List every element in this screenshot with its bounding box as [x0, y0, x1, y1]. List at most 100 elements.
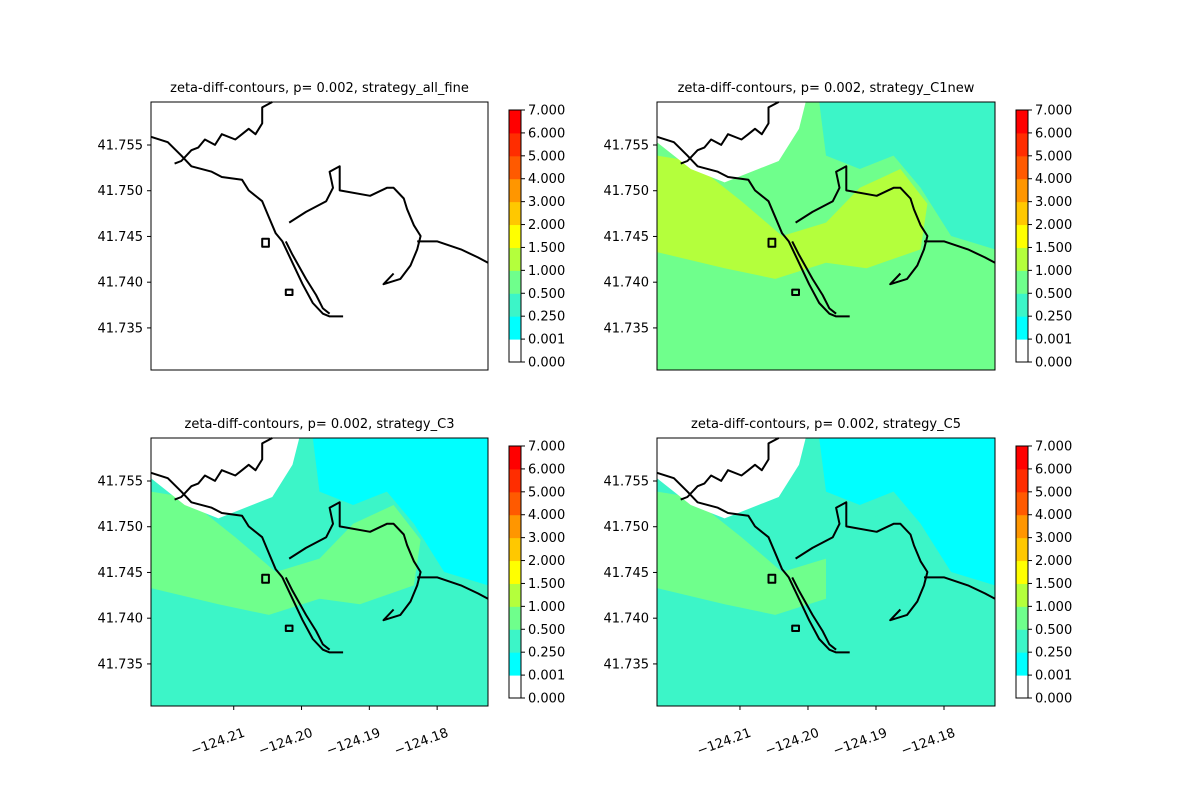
- field-channel: [319, 505, 421, 605]
- colorbar-tick-label: 7.000: [528, 440, 565, 455]
- colorbar-segment: [1016, 468, 1028, 493]
- colorbar-tick-label: 0.250: [1035, 310, 1072, 325]
- colorbar-segment: [1016, 270, 1028, 294]
- x-tick-label: −124.21: [189, 726, 247, 759]
- colorbar-tick-label: 0.250: [528, 646, 565, 661]
- colorbar-tick-label: 3.000: [528, 195, 565, 210]
- field-bay: [819, 438, 995, 586]
- coastline-east: [417, 240, 489, 264]
- colorbar-tick-label: 0.001: [1035, 333, 1072, 348]
- coastline-north: [174, 437, 273, 501]
- colorbar-tick-label: 6.000: [1035, 462, 1072, 477]
- y-tick-label: 41.745: [98, 230, 144, 245]
- colorbar-tick-label: 1.500: [1035, 241, 1072, 256]
- y-tick-label: 41.745: [98, 566, 144, 581]
- y-tick-label: 41.750: [98, 520, 144, 535]
- north-jetty: [288, 165, 422, 286]
- field-nearshore: [657, 491, 826, 615]
- y-tick-label: 41.740: [98, 276, 144, 291]
- y-tick-label: 41.740: [98, 612, 144, 627]
- colorbar-segment: [1016, 132, 1028, 157]
- colorbar: 0.000 0.001 0.250 0.500 1.000 1.500 2.000 3.000…: [508, 440, 565, 707]
- colorbar-tick-label: 6.000: [1035, 126, 1072, 141]
- colorbar: 0.000 0.001 0.250 0.500 1.000 1.500 2.000 3.000…: [1015, 440, 1072, 707]
- y-tick-label: 41.755: [604, 474, 650, 489]
- colorbar-tick-label: 0.000: [528, 692, 565, 707]
- y-tick-label: 41.750: [98, 184, 144, 199]
- field-bay: [312, 102, 488, 250]
- island: [767, 237, 777, 248]
- colorbar-tick-label: 0.000: [1035, 692, 1072, 707]
- colorbar-tick-label: 7.000: [1035, 440, 1072, 455]
- south-jetty: [284, 240, 331, 315]
- colorbar-tick-label: 7.000: [1035, 104, 1072, 119]
- field-channel: [826, 505, 928, 605]
- colorbar-segment: [1016, 316, 1028, 340]
- coastline-north: [174, 101, 273, 165]
- colorbar-segment: [509, 652, 521, 676]
- colorbar-segment: [509, 270, 521, 294]
- north-jetty: [795, 165, 929, 286]
- colorbar-tick-label: 1.000: [528, 264, 565, 279]
- field-channel: [319, 169, 421, 269]
- colorbar-segment: [1016, 606, 1028, 630]
- colorbar-tick-label: 2.000: [528, 218, 565, 233]
- colorbar-segment: [1016, 675, 1028, 699]
- colorbar-tick-label: 4.000: [1035, 508, 1072, 523]
- colorbar-segment: [1016, 224, 1028, 248]
- x-tick-label: −124.18: [392, 726, 450, 759]
- coastline: [150, 135, 344, 318]
- colorbar-tick-label: 1.000: [1035, 600, 1072, 615]
- islet: [284, 288, 294, 296]
- coastline: [150, 471, 344, 654]
- colorbar-tick-label: 4.000: [528, 172, 565, 187]
- panel-title: zeta-diff-contours, p= 0.002, strategy_C…: [691, 417, 961, 432]
- x-tick-label: −124.20: [257, 726, 315, 759]
- colorbar-segment: [509, 178, 521, 203]
- colorbar: 0.000 0.001 0.250 0.500 1.000 1.500 2.000 3.000…: [1015, 104, 1072, 371]
- colorbar-tick-label: 2.000: [1035, 554, 1072, 569]
- coastline-north: [680, 101, 780, 165]
- colorbar-segment: [1016, 583, 1028, 607]
- colorbar-tick-label: 1.000: [1035, 264, 1072, 279]
- y-tick-label: 41.740: [604, 276, 650, 291]
- colorbar-segment: [509, 110, 521, 134]
- colorbar-tick-label: 6.000: [528, 462, 565, 477]
- colorbar-segment: [509, 316, 521, 340]
- colorbar-tick-label: 0.001: [1035, 669, 1072, 684]
- y-tick-label: 41.735: [604, 321, 650, 336]
- colorbar-segment: [1016, 446, 1028, 470]
- coastline: [656, 471, 850, 654]
- colorbar-frame: [508, 109, 522, 363]
- colorbar-tick-label: 0.250: [1035, 646, 1072, 661]
- colorbar-segment: [1016, 560, 1028, 584]
- colorbar-tick-label: 3.000: [1035, 195, 1072, 210]
- field-bay: [819, 102, 995, 250]
- coastline-east: [417, 576, 489, 600]
- colorbar-segment: [1016, 652, 1028, 676]
- colorbar-tick-label: 0.001: [528, 669, 565, 684]
- coastline-east: [924, 240, 996, 264]
- islet: [791, 624, 800, 632]
- colorbar-segment: [509, 224, 521, 248]
- x-tick-label: −124.19: [831, 726, 889, 759]
- coastline-east: [924, 576, 996, 600]
- colorbar-segment: [509, 446, 521, 470]
- colorbar-segment: [509, 537, 521, 562]
- colorbar-segment: [509, 339, 521, 363]
- colorbar-tick-label: 6.000: [528, 126, 565, 141]
- colorbar-tick-label: 3.000: [1035, 531, 1072, 546]
- colorbar-segment: [1016, 537, 1028, 562]
- colorbar-tick-label: 4.000: [1035, 172, 1072, 187]
- colorbar-tick-label: 4.000: [528, 508, 565, 523]
- colorbar-segment: [1016, 201, 1028, 226]
- panel-title: zeta-diff-contours, p= 0.002, strategy_a…: [170, 81, 469, 96]
- x-tick-label: −124.18: [899, 726, 957, 759]
- colorbar-segment: [509, 293, 521, 317]
- colorbar-tick-label: 0.250: [528, 310, 565, 325]
- colorbar-frame: [1015, 445, 1029, 699]
- colorbar-tick-label: 5.000: [528, 485, 565, 500]
- colorbar-segment: [509, 155, 521, 180]
- south-jetty: [791, 576, 837, 651]
